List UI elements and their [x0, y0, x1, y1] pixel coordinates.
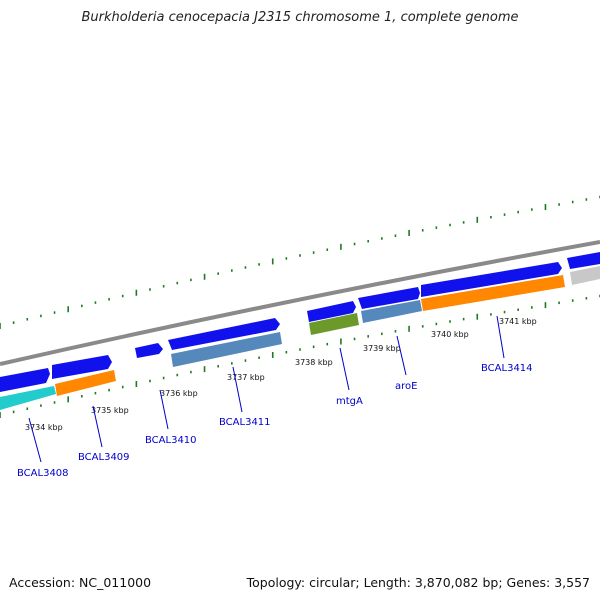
gene-label[interactable]: BCAL3408	[17, 468, 69, 479]
gene-bar-cyan[interactable]	[0, 386, 56, 410]
reverse-genes	[0, 266, 600, 410]
outer-scale-ticks	[0, 195, 600, 329]
gene-label[interactable]: BCAL3409	[78, 452, 130, 463]
gene-bar-orange[interactable]	[55, 370, 116, 396]
map-title: Burkholderia cenocepacia J2315 chromosom…	[81, 10, 519, 25]
gene-bar-orange[interactable]	[421, 275, 565, 311]
gene-label[interactable]: aroE	[395, 381, 417, 392]
gene-arrow[interactable]	[567, 252, 600, 269]
gene-leader-lines	[28, 315, 505, 463]
kbp-label: 3736 kbp	[160, 389, 198, 398]
kbp-label: 3739 kbp	[363, 344, 401, 353]
gene-arrow[interactable]	[168, 318, 280, 350]
kbp-label: 3737 kbp	[227, 373, 265, 382]
gene-arrow[interactable]	[358, 287, 420, 309]
gene-arrow[interactable]	[307, 301, 356, 322]
kbp-labels: 3734 kbp 3735 kbp 3736 kbp 3737 kbp 3738…	[25, 317, 537, 432]
gene-label[interactable]: BCAL3411	[219, 417, 271, 428]
gene-labels: BCAL3408 BCAL3409 BCAL3410 BCAL3411 mtgA…	[17, 363, 533, 479]
gene-bar-gray[interactable]	[570, 266, 600, 285]
gene-arrow[interactable]	[0, 368, 50, 392]
gene-bar-steel[interactable]	[171, 332, 282, 367]
inner-scale-ticks	[0, 294, 600, 418]
gene-bar-steel[interactable]	[361, 300, 422, 323]
accession-text: Accession: NC_011000	[9, 575, 152, 590]
gene-label[interactable]: mtgA	[336, 396, 363, 407]
gene-arrow[interactable]	[421, 262, 562, 297]
gene-arrow[interactable]	[52, 355, 112, 379]
kbp-label: 3741 kbp	[499, 317, 537, 326]
gene-bar-olive[interactable]	[309, 313, 359, 335]
kbp-label: 3735 kbp	[91, 406, 129, 415]
kbp-label: 3740 kbp	[431, 330, 469, 339]
backbone-line	[0, 240, 600, 366]
gene-arrow[interactable]	[135, 343, 163, 358]
gene-label[interactable]: BCAL3410	[145, 435, 197, 446]
topology-summary: Topology: circular; Length: 3,870,082 bp…	[246, 575, 590, 590]
gene-label[interactable]: BCAL3414	[481, 363, 533, 374]
kbp-label: 3734 kbp	[25, 423, 63, 432]
kbp-label: 3738 kbp	[295, 358, 333, 367]
forward-genes	[0, 252, 600, 392]
